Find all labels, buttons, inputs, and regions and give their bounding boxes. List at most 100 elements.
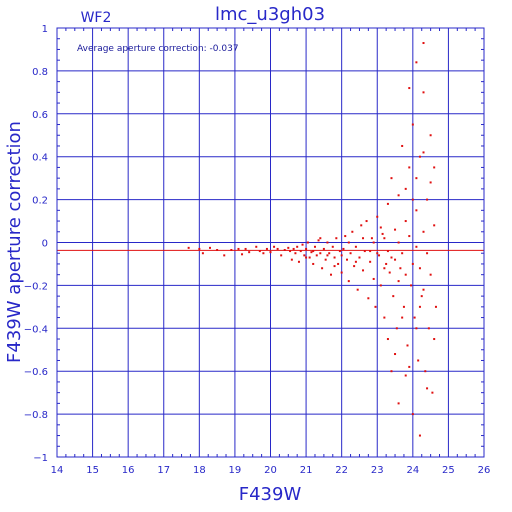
data-point	[388, 271, 391, 274]
data-point	[401, 316, 404, 319]
data-point	[273, 245, 276, 248]
data-point	[390, 256, 393, 259]
data-point	[426, 198, 429, 201]
data-point	[230, 249, 233, 252]
data-point	[305, 256, 308, 259]
data-point	[378, 254, 381, 257]
plot-frame	[56, 27, 485, 458]
y-tick-label: −0.4	[24, 324, 48, 335]
data-point	[426, 252, 429, 255]
data-point	[290, 258, 293, 261]
data-point	[399, 267, 402, 270]
data-point	[415, 177, 418, 180]
data-point	[265, 247, 268, 250]
data-point	[397, 194, 400, 197]
data-point	[289, 250, 292, 253]
data-point	[362, 237, 365, 240]
data-point	[255, 245, 258, 248]
data-point	[299, 250, 302, 253]
data-point	[383, 237, 386, 240]
data-point	[402, 305, 405, 308]
data-point	[420, 295, 423, 298]
reference-lines	[57, 242, 484, 251]
data-point	[313, 245, 316, 248]
data-point	[376, 252, 379, 255]
data-point	[433, 338, 436, 341]
data-point	[415, 61, 418, 64]
data-point	[338, 250, 341, 253]
data-point	[276, 247, 279, 250]
data-point	[294, 252, 297, 255]
data-point	[418, 267, 421, 270]
data-point	[411, 413, 414, 416]
data-point	[408, 166, 411, 169]
data-point	[413, 316, 416, 319]
x-tick-label: 23	[371, 465, 384, 476]
data-point	[422, 42, 425, 45]
data-point	[342, 247, 345, 250]
data-point	[374, 305, 377, 308]
chip-label: WF2	[81, 10, 112, 26]
data-point	[326, 254, 329, 257]
data-point	[406, 344, 409, 347]
data-point	[306, 241, 309, 244]
data-point	[287, 246, 290, 249]
data-point	[424, 370, 427, 373]
y-tick-label: 0	[42, 239, 48, 250]
data-point	[223, 254, 226, 257]
data-point	[411, 262, 414, 265]
data-point	[305, 247, 308, 250]
y-tick-label: 0.4	[32, 153, 48, 164]
data-point	[394, 228, 397, 231]
data-point	[241, 253, 244, 256]
data-point	[321, 267, 324, 270]
x-tick-label: 14	[51, 465, 64, 476]
data-points	[187, 42, 437, 437]
data-point	[301, 243, 304, 246]
data-point	[346, 258, 349, 261]
x-tick-label: 17	[157, 465, 170, 476]
data-point	[312, 250, 315, 253]
data-point	[296, 245, 299, 248]
data-point	[408, 235, 411, 238]
data-point	[326, 241, 329, 244]
chart-title: lmc_u3gh03	[215, 4, 325, 25]
y-tick-label: 0.8	[32, 67, 48, 78]
data-point	[310, 251, 313, 254]
data-point	[429, 273, 432, 276]
data-point	[422, 230, 425, 233]
data-point	[429, 181, 432, 184]
data-point	[369, 250, 372, 253]
data-point	[292, 247, 295, 250]
data-point	[360, 224, 363, 227]
x-tick-label: 16	[122, 465, 135, 476]
y-tick-labels: 1 0.8 0.6 0.4 0.2 0 −0.2 −0.4 −0.6 −0.8 −1	[24, 24, 48, 464]
data-point	[365, 220, 368, 223]
x-axis-label: F439W	[239, 484, 302, 505]
data-point	[329, 273, 332, 276]
data-point	[367, 297, 370, 300]
data-point	[319, 252, 322, 255]
average-correction-annotation: Average aperture correction: -0.037	[77, 44, 239, 54]
data-point	[417, 359, 420, 362]
x-tick-label: 21	[300, 465, 313, 476]
data-point	[394, 353, 397, 356]
data-point	[408, 87, 411, 90]
data-point	[408, 365, 411, 368]
data-point	[319, 237, 322, 240]
data-point	[315, 254, 318, 257]
data-point	[383, 316, 386, 319]
data-point	[397, 280, 400, 283]
y-axis-label: F439W aperture correction	[4, 121, 25, 363]
data-point	[322, 247, 325, 250]
data-point	[244, 247, 247, 250]
data-point	[390, 177, 393, 180]
data-point	[426, 387, 429, 390]
data-point	[187, 246, 190, 249]
data-point	[308, 256, 311, 259]
data-point	[347, 280, 350, 283]
x-tick-label: 22	[335, 465, 348, 476]
data-point	[418, 155, 421, 158]
data-point	[370, 237, 373, 240]
data-point	[431, 391, 434, 394]
